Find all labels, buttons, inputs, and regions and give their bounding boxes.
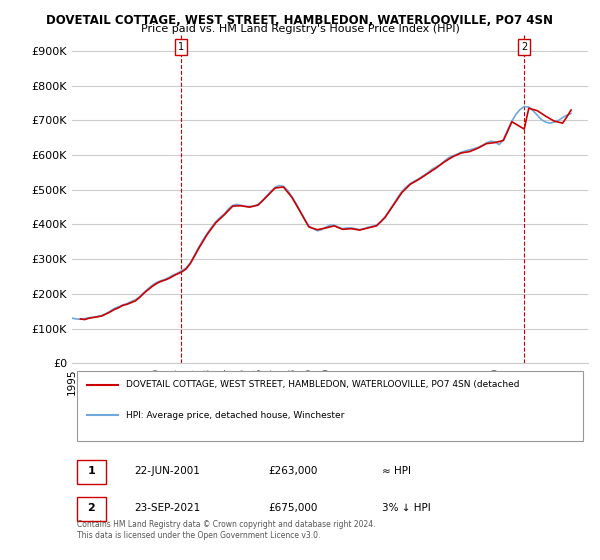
Text: 23-SEP-2021: 23-SEP-2021	[134, 503, 200, 513]
FancyBboxPatch shape	[77, 497, 106, 521]
Text: 3% ↓ HPI: 3% ↓ HPI	[382, 503, 430, 513]
Text: Contains HM Land Registry data © Crown copyright and database right 2024.
This d: Contains HM Land Registry data © Crown c…	[77, 520, 376, 539]
Text: 2: 2	[87, 503, 95, 513]
Text: 1: 1	[178, 42, 185, 52]
Text: 2: 2	[521, 42, 527, 52]
FancyBboxPatch shape	[77, 460, 106, 484]
Text: ≈ HPI: ≈ HPI	[382, 466, 410, 476]
Text: 1: 1	[87, 466, 95, 476]
Text: DOVETAIL COTTAGE, WEST STREET, HAMBLEDON, WATERLOOVILLE, PO7 4SN (detached: DOVETAIL COTTAGE, WEST STREET, HAMBLEDON…	[126, 380, 520, 389]
Text: Price paid vs. HM Land Registry's House Price Index (HPI): Price paid vs. HM Land Registry's House …	[140, 24, 460, 34]
Text: £675,000: £675,000	[268, 503, 317, 513]
FancyBboxPatch shape	[77, 371, 583, 441]
Text: 22-JUN-2001: 22-JUN-2001	[134, 466, 200, 476]
Text: DOVETAIL COTTAGE, WEST STREET, HAMBLEDON, WATERLOOVILLE, PO7 4SN: DOVETAIL COTTAGE, WEST STREET, HAMBLEDON…	[47, 14, 554, 27]
Text: £263,000: £263,000	[268, 466, 317, 476]
Text: HPI: Average price, detached house, Winchester: HPI: Average price, detached house, Winc…	[126, 411, 344, 420]
